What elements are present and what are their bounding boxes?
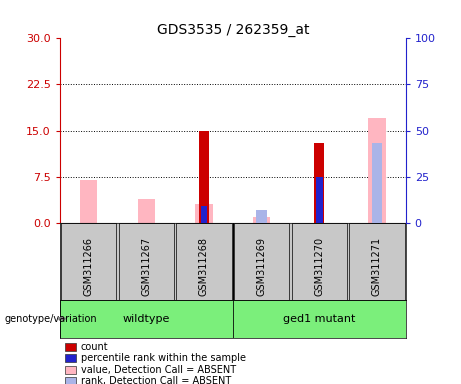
Text: ged1 mutant: ged1 mutant — [283, 314, 355, 324]
Bar — [195, 204, 213, 223]
Text: GSM311266: GSM311266 — [84, 237, 94, 296]
Bar — [256, 210, 267, 223]
Text: GSM311267: GSM311267 — [142, 237, 151, 296]
Bar — [138, 199, 155, 223]
Bar — [349, 223, 405, 300]
Bar — [65, 354, 76, 362]
Bar — [234, 223, 290, 300]
Bar — [199, 131, 209, 223]
Bar — [253, 217, 270, 223]
Text: wildtype: wildtype — [123, 314, 170, 324]
Text: GSM311271: GSM311271 — [372, 237, 382, 296]
Text: GSM311269: GSM311269 — [257, 237, 266, 296]
Title: GDS3535 / 262359_at: GDS3535 / 262359_at — [157, 23, 309, 37]
Text: count: count — [81, 342, 108, 352]
Text: value, Detection Call = ABSENT: value, Detection Call = ABSENT — [81, 365, 236, 375]
Bar — [372, 144, 382, 223]
Bar — [60, 300, 233, 338]
Bar — [118, 223, 174, 300]
Bar — [314, 143, 325, 223]
Bar — [61, 223, 116, 300]
Bar — [65, 343, 76, 351]
Text: GSM311270: GSM311270 — [314, 237, 324, 296]
Text: genotype/variation: genotype/variation — [5, 314, 97, 324]
Bar — [316, 177, 323, 223]
Bar — [368, 118, 385, 223]
Bar — [233, 300, 406, 338]
Bar — [201, 206, 207, 223]
Bar — [80, 180, 97, 223]
Bar — [291, 223, 347, 300]
Text: percentile rank within the sample: percentile rank within the sample — [81, 353, 246, 363]
Bar — [65, 377, 76, 384]
Bar — [176, 223, 231, 300]
Bar — [65, 366, 76, 374]
Text: GSM311268: GSM311268 — [199, 237, 209, 296]
Text: rank, Detection Call = ABSENT: rank, Detection Call = ABSENT — [81, 376, 231, 384]
